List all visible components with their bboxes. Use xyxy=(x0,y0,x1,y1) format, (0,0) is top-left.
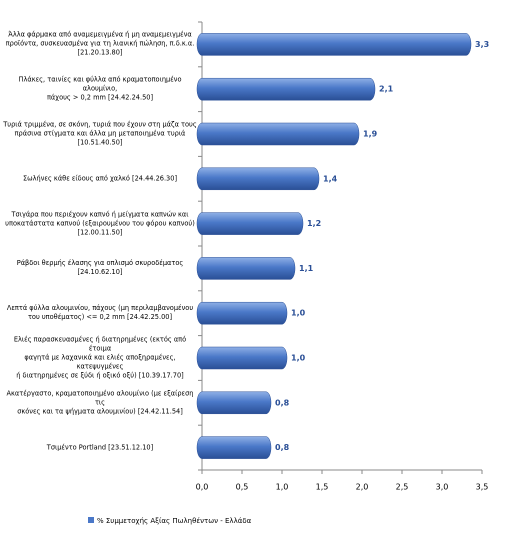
data-label: 1,0 xyxy=(291,354,306,363)
bar xyxy=(196,212,304,235)
y-tick-label: Πλάκες, ταινίες και φύλλα από κραματοποι… xyxy=(18,75,182,102)
data-label: 0,8 xyxy=(275,443,290,452)
data-label: 1,4 xyxy=(323,174,338,183)
x-tick-label: 1,5 xyxy=(316,483,329,492)
y-tick-label: Ελιές παρασκευασμένες ή διατηρημένες (εκ… xyxy=(13,335,187,380)
legend-label: % Συμμετοχής Αξίας Πωληθέντων - Ελλάδα xyxy=(97,517,252,525)
y-tick-label: Τσιγάρα που περιέχουν καπνό ή μείγματα κ… xyxy=(5,210,195,237)
y-tick-label: Λεπτά φύλλα αλουμινίου, πάχους (μη περιλ… xyxy=(6,304,194,322)
data-label: 1,2 xyxy=(307,219,321,228)
x-tick-label: 2,0 xyxy=(356,483,369,492)
bar xyxy=(196,33,472,56)
x-tick-label: 0,0 xyxy=(196,483,209,492)
data-label: 1,0 xyxy=(291,309,306,318)
bar xyxy=(196,301,288,325)
bar xyxy=(196,122,360,146)
x-tick-label: 3,0 xyxy=(436,483,449,492)
data-label: 0,8 xyxy=(275,398,290,407)
data-label: 3,3 xyxy=(475,40,489,49)
y-tick-label: Άλλα φάρμακα από αναμεμειγμένα ή μη αναμ… xyxy=(5,30,195,57)
x-tick-label: 0,5 xyxy=(236,483,249,492)
y-tick-label: Τυριά τριμμένα, σε σκόνη, τυριά που έχου… xyxy=(3,120,197,147)
y-tick-label: Ράβδοι θερμής έλασης για οπλισμό σκυροδέ… xyxy=(16,259,184,277)
y-tick-label: Τσιμέντο Portland [23.51.12.10] xyxy=(46,443,154,452)
bar xyxy=(196,391,272,415)
bar xyxy=(196,77,376,101)
data-label: 1,1 xyxy=(299,264,314,273)
y-tick-label: Ακατέργαστο, κραματοποιημένο αλουμίνιο (… xyxy=(6,389,194,416)
data-label: 1,9 xyxy=(363,130,378,139)
bar xyxy=(196,436,272,459)
legend-swatch xyxy=(88,517,94,523)
x-tick-label: 1,0 xyxy=(276,483,289,492)
data-label: 2,1 xyxy=(379,85,394,94)
y-tick-label: Σωλήνες κάθε είδους από χαλκό [24.44.26.… xyxy=(22,174,178,183)
bar xyxy=(196,346,288,370)
x-tick-label: 3,5 xyxy=(476,483,489,492)
x-tick-label: 2,5 xyxy=(396,483,409,492)
bar xyxy=(196,167,320,191)
bar xyxy=(196,257,296,280)
